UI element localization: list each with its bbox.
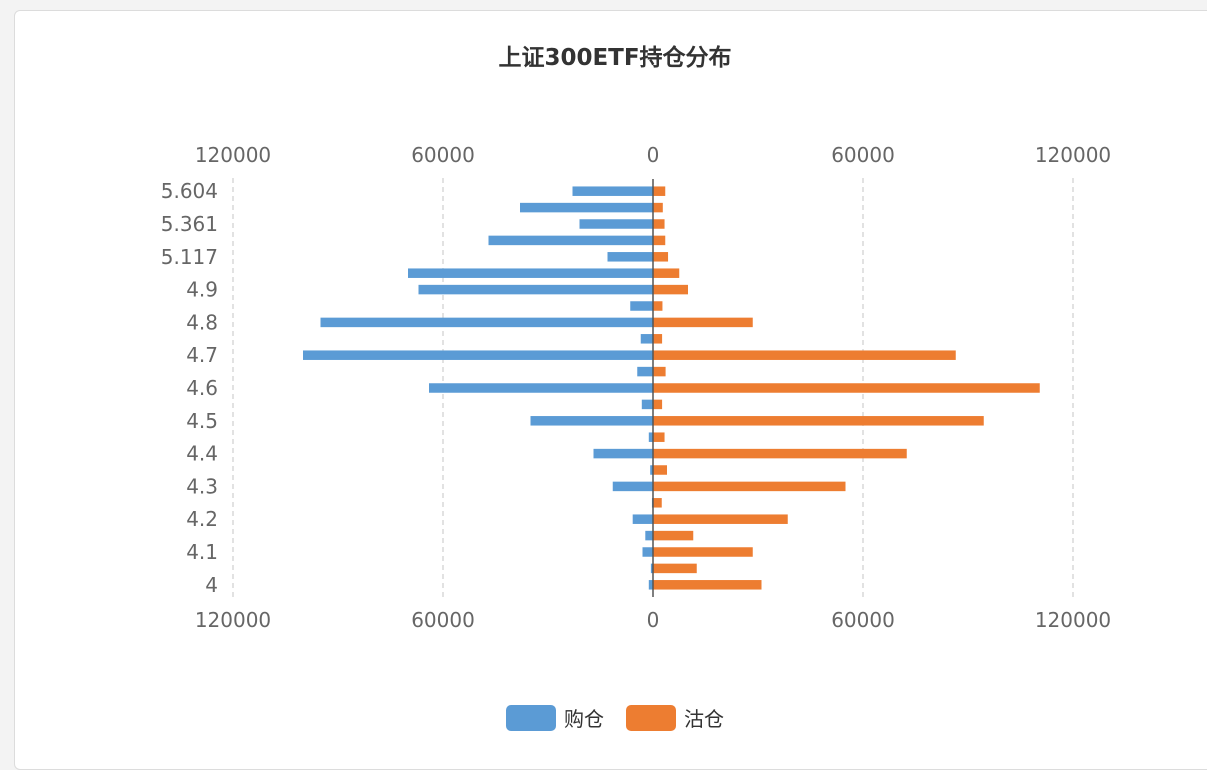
bar-sell xyxy=(653,514,788,524)
bar-sell xyxy=(653,563,697,574)
bar-buy xyxy=(607,252,653,262)
y-tick-label: 4.4 xyxy=(186,442,218,466)
bar-buy xyxy=(637,366,653,377)
y-tick-label: 4.7 xyxy=(186,343,218,367)
bar-sell xyxy=(653,268,680,278)
bar-sell xyxy=(653,186,666,196)
bar-sell xyxy=(653,448,907,459)
tick-labels: 120000 120000 60000 60000 0 0 60000 60000 120000… xyxy=(161,143,1111,632)
bar-sell xyxy=(653,366,666,377)
bar-buy xyxy=(650,465,653,475)
y-tick-label: 5.604 xyxy=(161,179,218,203)
bar-sell xyxy=(653,399,663,410)
y-tick-label: 4.1 xyxy=(186,540,218,564)
y-tick-label: 4 xyxy=(205,573,218,597)
bar-buy xyxy=(645,530,653,541)
bar-sell xyxy=(653,465,667,475)
bar-sell xyxy=(653,383,1040,393)
y-tick-label: 4.9 xyxy=(186,278,218,302)
x-tick-label-top: 60000 xyxy=(831,143,895,167)
bar-buy xyxy=(630,301,653,311)
x-tick-label-bottom: 120000 xyxy=(195,608,271,632)
bar-buy xyxy=(429,383,653,393)
bar-sell xyxy=(653,235,666,246)
x-tick-label-bottom: 0 xyxy=(647,608,660,632)
legend-swatch-buy xyxy=(506,704,556,731)
bar-buy xyxy=(530,416,653,426)
legend-swatch-sell xyxy=(626,704,676,731)
bar-sell xyxy=(653,498,662,508)
bar-buy xyxy=(612,481,653,492)
x-tick-label-bottom: 60000 xyxy=(411,608,475,632)
x-tick-label-bottom: 60000 xyxy=(831,608,895,632)
bar-buy xyxy=(303,350,653,360)
bar-buy xyxy=(408,268,653,278)
bar-sell xyxy=(653,301,663,311)
bar-sell xyxy=(653,284,688,295)
x-tick-label-top: 60000 xyxy=(411,143,475,167)
y-tick-label: 4.6 xyxy=(186,376,218,400)
bar-buy xyxy=(572,186,653,196)
bar-sell xyxy=(653,252,669,262)
y-tick-label: 5.117 xyxy=(161,245,218,269)
bar-sell xyxy=(653,416,984,426)
bar-buy xyxy=(642,547,653,557)
bar-buy xyxy=(640,334,653,344)
bar-sell xyxy=(653,219,665,229)
bar-buy xyxy=(418,284,653,295)
y-tick-label: 4.2 xyxy=(186,507,218,531)
legend: 购仓 沽仓 xyxy=(0,703,1207,732)
x-tick-label-top: 120000 xyxy=(195,143,271,167)
bar-buy xyxy=(641,399,653,410)
bar-sell xyxy=(653,481,846,492)
bar-sell xyxy=(653,350,956,360)
bar-sell xyxy=(653,530,694,541)
legend-label-sell: 沽仓 xyxy=(684,707,724,731)
y-tick-label: 4.5 xyxy=(186,409,218,433)
bar-buy xyxy=(520,202,653,213)
bar-buy xyxy=(632,514,653,524)
legend-label-buy: 购仓 xyxy=(564,707,604,731)
x-tick-label-top: 0 xyxy=(647,143,660,167)
legend-item-buy[interactable]: 购仓 xyxy=(506,703,604,732)
bar-buy xyxy=(648,432,653,442)
bar-buy xyxy=(320,317,653,328)
bar-group xyxy=(303,186,1040,590)
chart-title: 上证300ETF持仓分布 xyxy=(498,45,732,71)
bar-sell xyxy=(653,580,762,590)
bar-buy xyxy=(648,580,653,590)
y-tick-label: 4.3 xyxy=(186,474,218,498)
bar-sell xyxy=(653,432,665,442)
bar-sell xyxy=(653,317,753,328)
y-tick-label: 4.8 xyxy=(186,310,218,334)
bar-buy xyxy=(488,235,653,246)
bar-buy xyxy=(650,563,653,574)
x-tick-label-top: 120000 xyxy=(1035,143,1111,167)
bar-buy xyxy=(593,448,653,459)
x-tick-label-bottom: 120000 xyxy=(1035,608,1111,632)
bar-buy xyxy=(579,219,653,229)
bar-sell xyxy=(653,334,663,344)
y-tick-label: 5.361 xyxy=(161,212,218,236)
bar-sell xyxy=(653,202,663,213)
legend-item-sell[interactable]: 沽仓 xyxy=(626,703,724,732)
bar-sell xyxy=(653,547,753,557)
